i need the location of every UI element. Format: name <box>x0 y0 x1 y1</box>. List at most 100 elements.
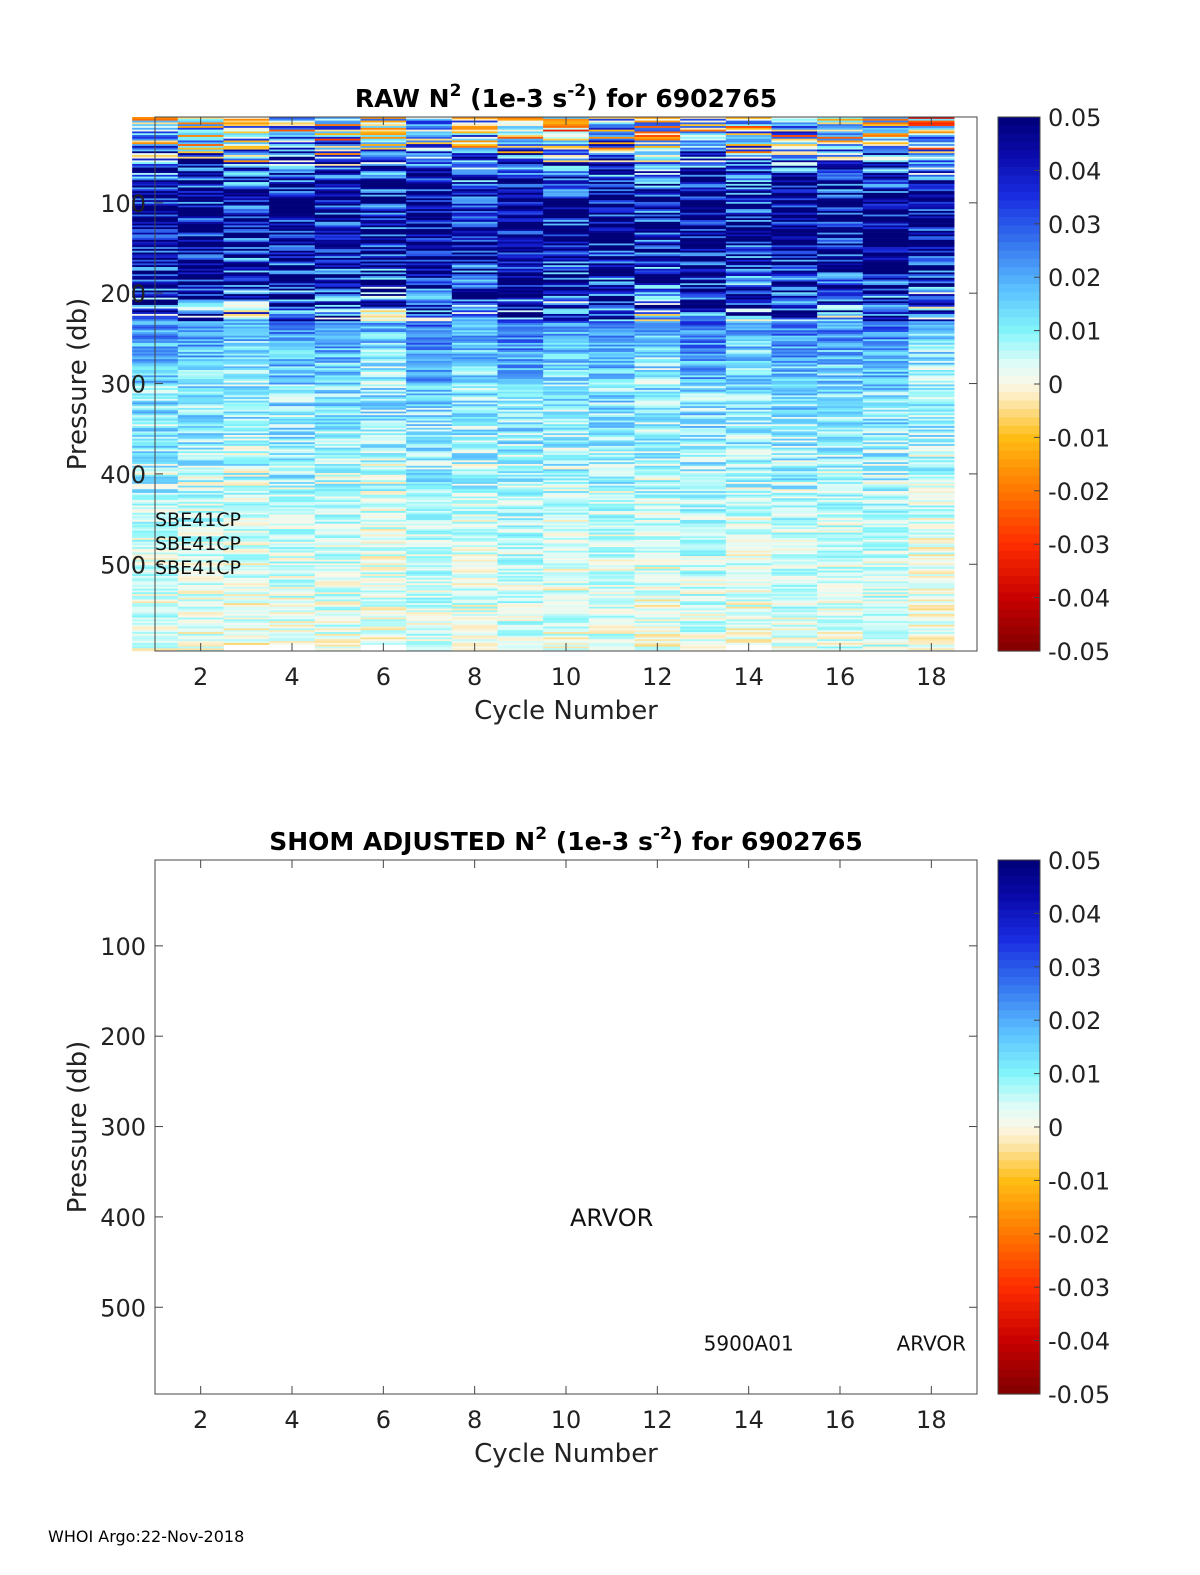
heatmap-cell <box>680 248 727 252</box>
heatmap-cell <box>497 491 544 494</box>
heatmap-cell <box>543 416 590 420</box>
heatmap-cell <box>177 639 224 642</box>
heatmap-cell <box>543 308 590 311</box>
heatmap-cell <box>543 201 590 205</box>
heatmap-cell <box>314 187 361 190</box>
heatmap-cell <box>634 169 681 172</box>
heatmap-cell <box>177 153 224 156</box>
heatmap-cell <box>223 639 270 642</box>
heatmap-cell <box>314 158 361 161</box>
heatmap-cell <box>314 301 361 304</box>
heatmap-cell <box>817 360 864 364</box>
heatmap-cell <box>771 360 818 364</box>
heatmap-cell <box>817 543 864 546</box>
heatmap-cell <box>406 297 453 300</box>
heatmap-cell <box>177 276 224 279</box>
heatmap-cell <box>269 138 316 141</box>
heatmap-cell <box>680 523 727 526</box>
heatmap-cell <box>543 552 590 555</box>
heatmap-cell <box>451 487 498 490</box>
heatmap-cell <box>497 554 544 557</box>
heatmap-cell <box>771 214 818 217</box>
heatmap-cell <box>588 510 635 514</box>
heatmap-cell <box>269 124 316 127</box>
heatmap-cell <box>680 286 727 289</box>
heatmap-cell <box>862 469 909 472</box>
heatmap-cell <box>862 122 909 125</box>
heatmap-cell <box>725 473 772 476</box>
heatmap-cell <box>314 118 361 121</box>
heatmap-cell <box>406 380 453 383</box>
heatmap-cell <box>817 426 864 429</box>
heatmap-cell <box>451 465 498 468</box>
heatmap-cell <box>725 532 772 535</box>
heatmap-cell <box>543 230 590 233</box>
heatmap-cell <box>223 621 270 624</box>
heatmap-cell <box>862 570 909 573</box>
heatmap-cell <box>725 424 772 427</box>
heatmap-cell <box>634 536 681 539</box>
heatmap-cell <box>588 163 635 167</box>
heatmap-cell <box>771 550 818 553</box>
heatmap-cell <box>588 487 635 490</box>
heatmap-cell <box>725 550 772 553</box>
heatmap-cell <box>360 613 407 617</box>
heatmap-cell <box>360 142 407 145</box>
heatmap-cell <box>725 436 772 439</box>
heatmap-cell <box>817 409 864 412</box>
heatmap-cell <box>497 454 544 458</box>
heatmap-cell <box>406 398 453 402</box>
heatmap-cell <box>817 279 864 282</box>
heatmap-cell <box>406 176 453 179</box>
heatmap-cell <box>360 285 407 288</box>
heatmap-cell <box>725 431 772 434</box>
heatmap-cell <box>634 444 681 447</box>
heatmap-cell <box>634 532 681 535</box>
heatmap-cell <box>223 312 270 315</box>
heatmap-cell <box>634 427 681 430</box>
heatmap-cell <box>862 407 909 411</box>
heatmap-cell <box>497 518 544 521</box>
heatmap-cell <box>451 480 498 483</box>
heatmap-cell <box>314 279 361 282</box>
heatmap-cell <box>588 266 635 270</box>
heatmap-cell <box>314 460 361 463</box>
heatmap-cell <box>771 407 818 411</box>
heatmap-cell <box>406 359 453 362</box>
heatmap-cell <box>177 315 224 318</box>
heatmap-cell <box>588 337 635 340</box>
heatmap-cell <box>543 346 590 349</box>
heatmap-cell <box>360 312 407 315</box>
heatmap-cell <box>177 467 224 470</box>
heatmap-cell <box>680 140 727 143</box>
heatmap-cell <box>177 294 224 297</box>
heatmap-cell <box>543 288 590 291</box>
heatmap-cell <box>634 552 681 555</box>
heatmap-cell <box>269 299 316 302</box>
heatmap-cell <box>862 295 909 299</box>
heatmap-cell <box>314 200 361 203</box>
heatmap-cell <box>223 377 270 380</box>
heatmap-cell <box>497 644 544 647</box>
heatmap-cell <box>680 539 727 542</box>
heatmap-cell <box>588 276 635 279</box>
heatmap-cell <box>817 556 864 559</box>
heatmap-cell <box>451 436 498 439</box>
heatmap-cell <box>406 583 453 586</box>
heatmap-cell <box>634 407 681 411</box>
heatmap-cell <box>406 603 453 606</box>
heatmap-cell <box>360 510 407 514</box>
heatmap-cell <box>817 369 864 373</box>
heatmap-cell <box>862 131 909 134</box>
heatmap-cell <box>360 612 407 615</box>
heatmap-cell <box>269 285 316 288</box>
heatmap-cell <box>771 131 818 134</box>
heatmap-cell <box>543 476 590 479</box>
heatmap-cell <box>588 462 635 465</box>
heatmap-cell <box>817 590 864 593</box>
heatmap-cell <box>451 581 498 584</box>
heatmap-cell <box>817 568 864 571</box>
heatmap-cell <box>497 595 544 598</box>
heatmap-cell <box>634 633 681 636</box>
heatmap-cell <box>725 586 772 589</box>
